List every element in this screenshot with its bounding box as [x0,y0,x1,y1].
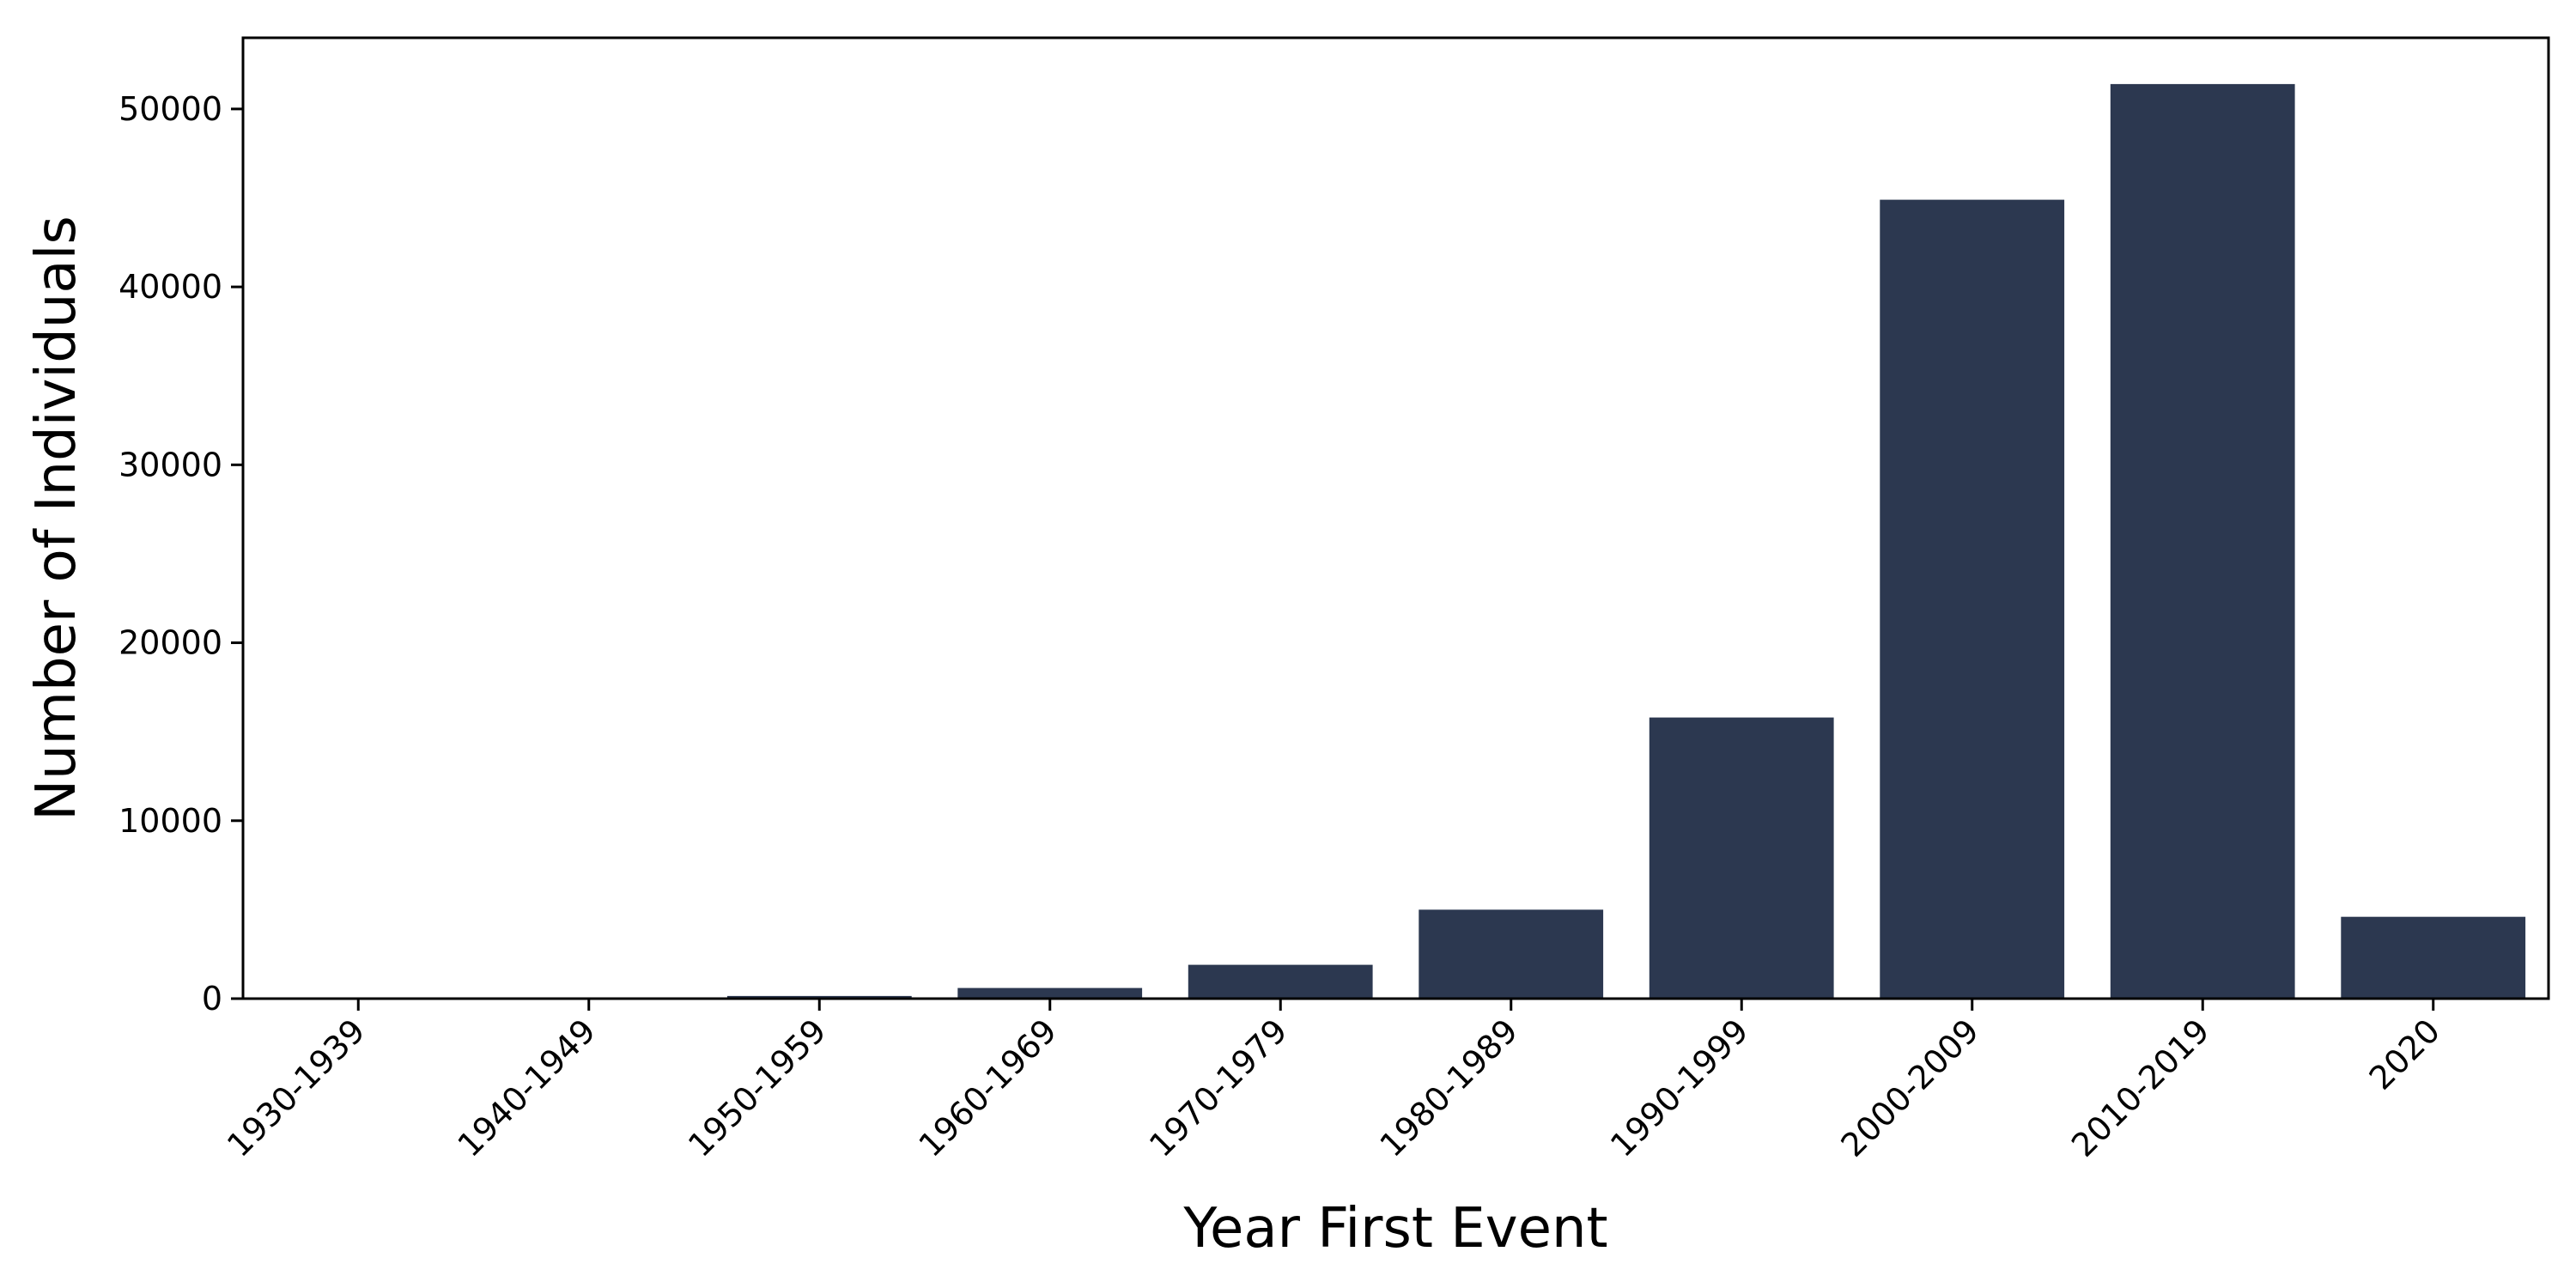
x-tick-label: 1980-1989 [1373,1012,1526,1164]
bar-1950-1959 [726,995,912,999]
y-axis-title: Number of Individuals [25,216,88,821]
x-axis-title: Year First Event [1182,1197,1607,1261]
bars-group [265,83,2526,999]
y-axis: 0 10000 20000 30000 40000 50000 [118,90,243,1018]
bar-2010-2019 [2110,83,2295,999]
y-tick-label: 20000 [118,624,222,662]
x-tick-label: 1970-1979 [1142,1012,1295,1164]
y-tick-label: 40000 [118,268,222,306]
y-tick-label: 50000 [118,90,222,128]
x-axis: 1930-1939 1940-1949 1950-1959 1960-1969 1970… [220,999,2447,1164]
bar-1990-1999 [1649,717,1834,999]
x-tick-label: 1940-1949 [451,1012,604,1164]
bar-2020 [2341,916,2526,999]
x-tick-label: 1950-1959 [681,1012,834,1164]
plot-frame [241,36,2550,1000]
x-tick-label: 1990-1999 [1603,1012,1756,1164]
x-tick-label: 2020 [2362,1012,2448,1097]
bar-1980-1989 [1419,909,1604,999]
x-tick-label: 2000-2009 [1834,1012,1987,1164]
x-tick-label: 1930-1939 [220,1012,373,1164]
bar-1960-1969 [957,987,1143,999]
x-tick-label: 1960-1969 [912,1012,1065,1164]
y-tick-label: 0 [202,980,222,1018]
y-tick-label: 10000 [118,802,222,840]
y-tick-label: 30000 [118,446,222,483]
bar-2000-2009 [1880,199,2065,999]
bar-1970-1979 [1188,964,1373,999]
x-tick-label: 2010-2019 [2064,1012,2217,1164]
